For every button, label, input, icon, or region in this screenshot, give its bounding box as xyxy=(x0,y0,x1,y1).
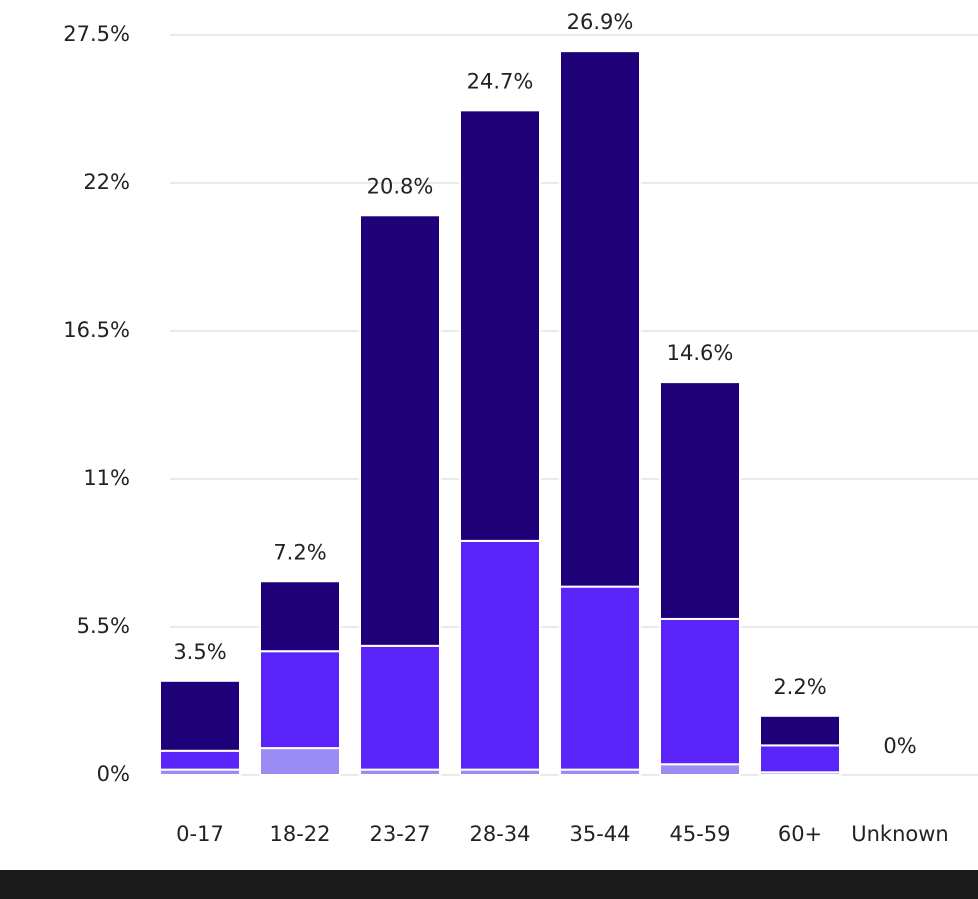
y-tick-label: 16.5% xyxy=(63,318,130,342)
x-tick-label: 28-34 xyxy=(469,822,530,846)
y-tick-label: 5.5% xyxy=(77,614,130,638)
bar-segment xyxy=(259,650,341,750)
x-tick-label: 23-27 xyxy=(369,822,430,846)
total-label: 26.9% xyxy=(567,10,634,34)
bar-segment xyxy=(159,679,241,752)
total-label: 20.8% xyxy=(367,174,434,198)
y-tick-label: 0% xyxy=(97,762,130,786)
y-tick-label: 22% xyxy=(83,170,130,194)
x-tick-label: Unknown xyxy=(851,822,948,846)
bar-segment xyxy=(259,747,341,776)
y-tick-label: 11% xyxy=(83,466,130,490)
total-label: 3.5% xyxy=(173,640,226,664)
bar-segment xyxy=(359,644,441,771)
bar-segment xyxy=(559,585,641,771)
bar-segment xyxy=(659,617,741,766)
y-tick-label: 27.5% xyxy=(63,22,130,46)
total-label: 24.7% xyxy=(467,69,534,93)
x-tick-label: 60+ xyxy=(778,822,822,846)
bar-segment xyxy=(359,214,441,647)
total-label: 2.2% xyxy=(773,675,826,699)
bar-segment xyxy=(659,763,741,777)
bar-segment xyxy=(459,539,541,771)
bar-segment xyxy=(659,381,741,620)
x-tick-label: 18-22 xyxy=(269,822,330,846)
total-label: 7.2% xyxy=(273,540,326,564)
total-label: 14.6% xyxy=(667,341,734,365)
x-tick-label: 45-59 xyxy=(669,822,730,846)
bar-segment xyxy=(759,714,841,747)
total-label: 0% xyxy=(883,734,916,758)
bar-segment xyxy=(159,749,241,771)
x-tick-label: 0-17 xyxy=(176,822,224,846)
x-tick-label: 35-44 xyxy=(569,822,630,846)
bar-segment xyxy=(459,109,541,542)
bar-segment xyxy=(259,580,341,653)
bar-segment xyxy=(559,50,641,588)
bar-segment xyxy=(759,744,841,774)
